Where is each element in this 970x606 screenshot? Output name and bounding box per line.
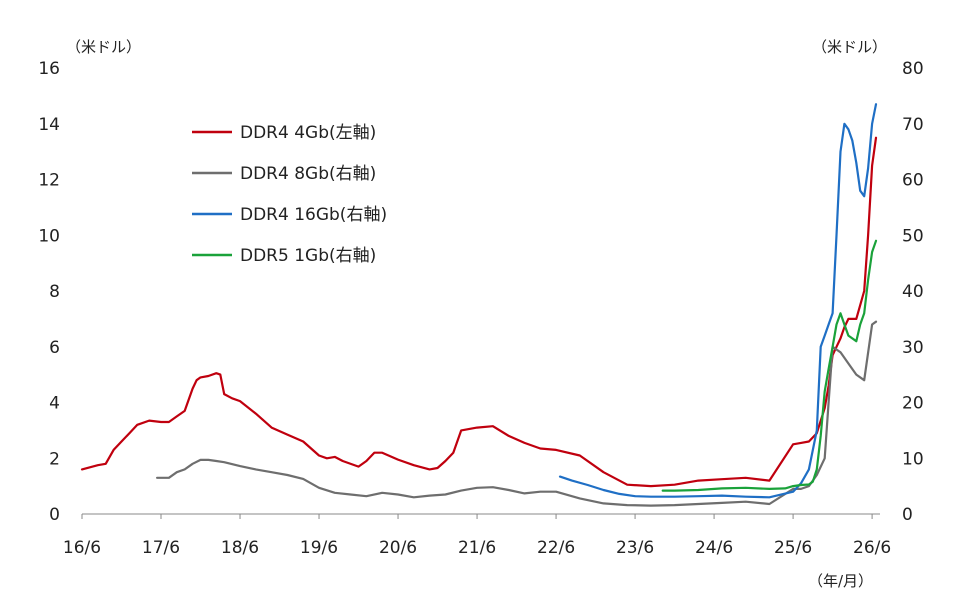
x-tick-label: 24/6 [695, 538, 733, 558]
right-axis-ticks: 0 10 20 30 40 50 60 70 80 [902, 59, 924, 525]
x-tick-label: 19/6 [300, 538, 338, 558]
legend-label-3: DDR4 16Gb(右軸) [240, 205, 387, 225]
right-tick-label: 10 [902, 449, 924, 469]
x-tick-label: 16/6 [63, 538, 101, 558]
x-tick-label: 18/6 [221, 538, 259, 558]
right-tick-label: 80 [902, 59, 924, 79]
x-tick-label: 26/6 [853, 538, 891, 558]
right-tick-label: 60 [902, 171, 924, 191]
left-tick-label: 14 [38, 115, 60, 135]
series-line-4 [661, 239, 878, 492]
x-tick-label: 21/6 [458, 538, 496, 558]
x-tick-label: 17/6 [142, 538, 180, 558]
series-line-2 [156, 320, 878, 507]
legend: DDR4 4Gb(左軸) DDR4 8Gb(右軸) DDR4 16Gb(右軸) DDR… [192, 123, 387, 266]
left-tick-label: 10 [38, 226, 60, 246]
right-tick-label: 40 [902, 282, 924, 302]
series-line-1 [80, 136, 878, 488]
legend-label-1: DDR4 4Gb(左軸) [240, 123, 376, 143]
left-tick-label: 16 [38, 59, 60, 79]
legend-label-4: DDR5 1Gb(右軸) [240, 246, 376, 266]
right-tick-label: 30 [902, 338, 924, 358]
right-tick-label: 50 [902, 226, 924, 246]
right-tick-label: 70 [902, 115, 924, 135]
left-tick-label: 2 [49, 449, 60, 469]
left-tick-label: 4 [49, 394, 60, 414]
right-tick-label: 0 [902, 505, 913, 525]
left-tick-label: 6 [49, 338, 60, 358]
left-axis-unit-label: （米ドル） [66, 38, 141, 56]
right-axis-unit-label: （米ドル） [812, 38, 887, 56]
legend-label-2: DDR4 8Gb(右軸) [240, 164, 376, 184]
x-tick-label: 20/6 [379, 538, 417, 558]
series-layer [80, 103, 878, 507]
left-axis-ticks: 0 2 4 6 8 10 12 14 16 [38, 59, 60, 525]
series-line-3 [558, 103, 878, 499]
left-tick-label: 8 [49, 282, 60, 302]
x-tick-label: 23/6 [616, 538, 654, 558]
x-tick-label: 22/6 [537, 538, 575, 558]
x-tick-label: 25/6 [774, 538, 812, 558]
right-tick-label: 20 [902, 394, 924, 414]
x-axis-unit-label: （年/月） [808, 572, 873, 590]
left-tick-label: 0 [49, 505, 60, 525]
left-tick-label: 12 [38, 171, 60, 191]
x-axis-ticks: 16/6 17/6 18/6 19/6 20/6 21/6 22/6 23/6 24/6 25/6… [63, 514, 891, 558]
